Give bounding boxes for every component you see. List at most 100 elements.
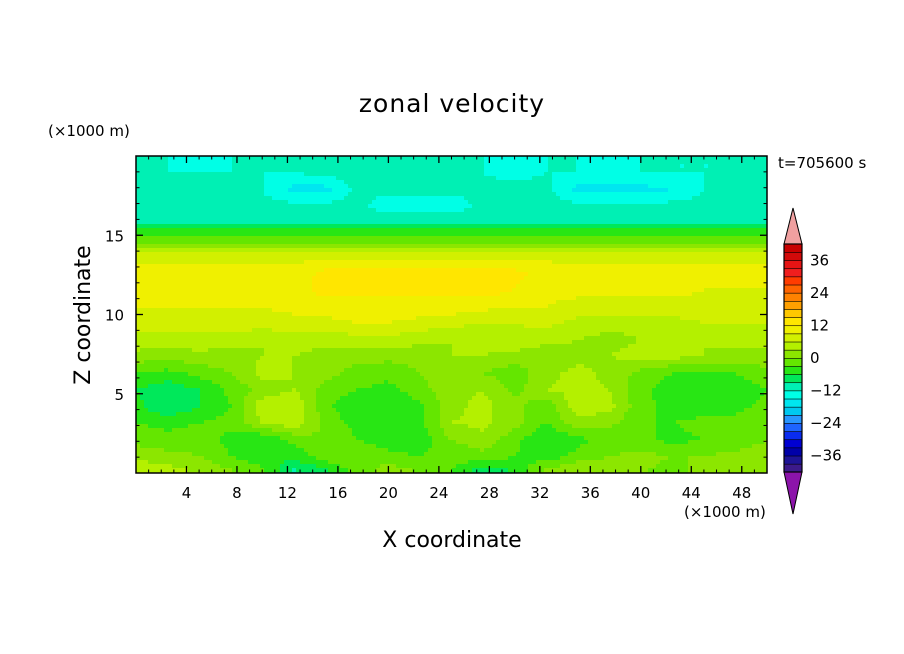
contour-cell — [672, 172, 677, 177]
contour-cell — [364, 156, 369, 161]
contour-cell — [580, 228, 585, 233]
contour-cell — [424, 200, 429, 205]
contour-cell — [756, 232, 761, 237]
contour-cell — [140, 264, 145, 269]
contour-cell — [180, 236, 185, 241]
contour-cell — [568, 276, 573, 281]
contour-cell — [176, 252, 181, 257]
contour-cell — [716, 204, 721, 209]
contour-cell — [372, 264, 377, 269]
contour-cell — [284, 272, 289, 277]
contour-cell — [436, 188, 441, 193]
contour-cell — [752, 256, 757, 261]
contour-cell — [412, 220, 417, 225]
contour-cell — [676, 188, 681, 193]
contour-cell — [252, 236, 257, 241]
contour-cell — [644, 160, 649, 165]
contour-cell — [660, 236, 665, 241]
contour-cell — [164, 276, 169, 281]
contour-cell — [632, 264, 637, 269]
contour-cell — [644, 248, 649, 253]
contour-cell — [188, 240, 193, 245]
contour-cell — [480, 240, 485, 245]
contour-cell — [436, 228, 441, 233]
contour-cell — [620, 276, 625, 281]
contour-cell — [504, 260, 509, 265]
contour-cell — [512, 184, 517, 189]
contour-cell — [652, 192, 657, 197]
contour-cell — [196, 220, 201, 225]
contour-cell — [444, 192, 449, 197]
contour-cell — [720, 248, 725, 253]
contour-cell — [480, 176, 485, 181]
contour-cell — [444, 272, 449, 277]
contour-cell — [440, 156, 445, 161]
contour-cell — [216, 200, 221, 205]
contour-cell — [572, 272, 577, 277]
contour-cell — [376, 164, 381, 169]
contour-cell — [228, 192, 233, 197]
contour-cell — [316, 160, 321, 165]
contour-cell — [228, 248, 233, 253]
contour-cell — [624, 252, 629, 257]
contour-cell — [560, 208, 565, 213]
contour-cell — [736, 240, 741, 245]
contour-cell — [672, 252, 677, 257]
contour-cell — [248, 228, 253, 233]
contour-cell — [484, 160, 489, 165]
contour-cell — [636, 168, 641, 173]
contour-cell — [764, 232, 768, 237]
contour-cell — [376, 228, 381, 233]
contour-cell — [676, 268, 681, 273]
contour-cell — [492, 172, 497, 177]
contour-cell — [328, 236, 333, 241]
contour-cell — [516, 232, 521, 237]
contour-cell — [684, 188, 689, 193]
contour-cell — [460, 232, 465, 237]
contour-cell — [524, 224, 529, 229]
contour-cell — [416, 160, 421, 165]
contour-cell — [144, 200, 149, 205]
contour-cell — [544, 184, 549, 189]
contour-cell — [484, 260, 489, 265]
contour-cell — [192, 256, 197, 261]
contour-cell — [560, 164, 565, 169]
contour-cell — [252, 256, 257, 261]
contour-cell — [312, 176, 317, 181]
contour-cell — [688, 172, 693, 177]
contour-cell — [496, 220, 501, 225]
contour-cell — [364, 160, 369, 165]
contour-cell — [320, 156, 325, 161]
contour-cell — [188, 184, 193, 189]
contour-cell — [628, 272, 633, 277]
contour-cell — [212, 240, 217, 245]
contour-cell — [232, 180, 237, 185]
contour-cell — [328, 176, 333, 181]
contour-cell — [580, 164, 585, 169]
contour-cell — [260, 176, 265, 181]
contour-cell — [728, 192, 733, 197]
contour-cell — [488, 232, 493, 237]
contour-cell — [708, 212, 713, 217]
contour-cell — [372, 184, 377, 189]
contour-cell — [296, 160, 301, 165]
contour-cell — [436, 156, 441, 161]
contour-cell — [532, 180, 537, 185]
contour-cell — [244, 244, 249, 249]
contour-cell — [192, 168, 197, 173]
contour-cell — [232, 252, 237, 257]
contour-cell — [492, 264, 497, 269]
contour-cell — [668, 204, 673, 209]
contour-cell — [744, 236, 749, 241]
contour-cell — [492, 180, 497, 185]
contour-cell — [536, 168, 541, 173]
contour-cell — [448, 212, 453, 217]
contour-cell — [428, 252, 433, 257]
contour-cell — [700, 208, 705, 213]
contour-cell — [384, 200, 389, 205]
contour-cell — [144, 192, 149, 197]
contour-cell — [492, 168, 497, 173]
contour-cell — [328, 156, 333, 161]
contour-cell — [500, 264, 505, 269]
contour-cell — [436, 260, 441, 265]
